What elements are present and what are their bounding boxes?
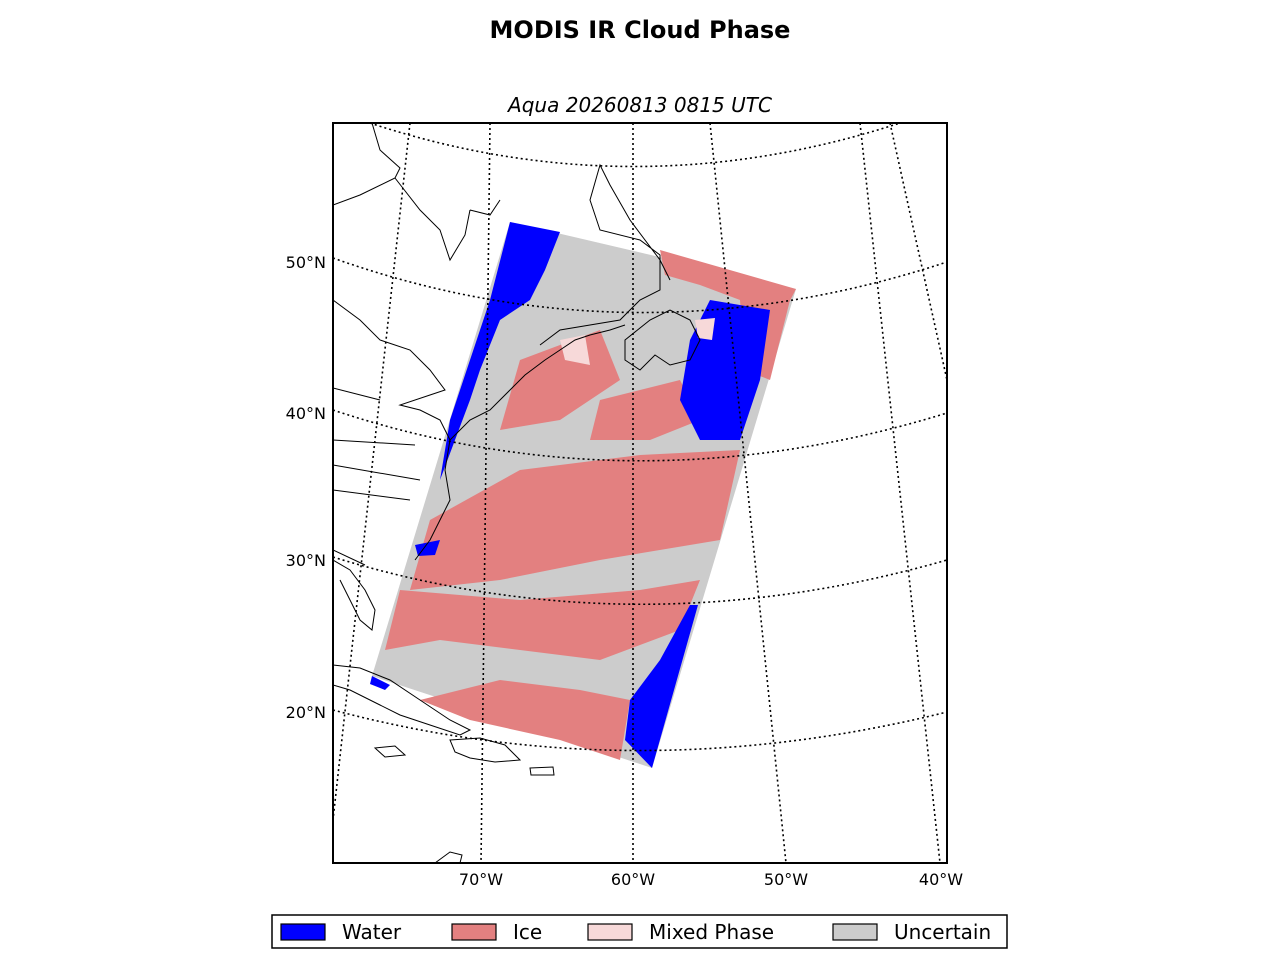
legend-label: Uncertain <box>894 920 991 944</box>
legend-swatch <box>280 923 326 941</box>
coastline <box>394 177 501 262</box>
hispaniola <box>449 737 522 763</box>
meridian <box>333 123 411 821</box>
legend-label: Mixed Phase <box>649 920 774 944</box>
coastline <box>333 559 376 631</box>
meridian <box>480 123 491 863</box>
swath-water <box>370 676 390 690</box>
legend-swatch <box>587 923 633 941</box>
swath-water <box>440 222 560 480</box>
coastline <box>333 123 401 206</box>
coastlines <box>333 123 701 863</box>
swath-ice <box>590 380 700 440</box>
map-frame <box>332 122 948 864</box>
legend: Water Ice Mixed Phase Uncertain <box>280 920 991 944</box>
graticule <box>333 123 947 863</box>
swath-mixed <box>695 318 715 340</box>
jamaica <box>373 745 407 758</box>
cuba <box>333 664 472 736</box>
swath-ice <box>385 580 700 660</box>
coastline <box>434 851 463 863</box>
latitude-label: 30°N <box>286 551 326 570</box>
swath-ice <box>500 330 620 430</box>
newfoundland <box>624 309 701 371</box>
legend-swatch <box>832 923 878 941</box>
latitude-label: 40°N <box>286 404 326 423</box>
coastline <box>333 299 451 561</box>
puerto-rico <box>529 766 555 776</box>
title: MODIS IR Cloud Phase <box>490 16 791 44</box>
swath-ice <box>420 680 630 760</box>
latitude-label: 50°N <box>286 253 326 272</box>
legend-label: Ice <box>513 920 542 944</box>
swath-water <box>625 605 698 768</box>
parallel <box>333 709 947 752</box>
meridian <box>709 123 787 863</box>
legend-swatch <box>451 923 497 941</box>
parallel <box>369 123 901 168</box>
subtitle: Aqua 20260813 0815 UTC <box>506 93 772 117</box>
swath-mixed <box>560 335 590 365</box>
legend-label: Water <box>342 920 402 944</box>
meridian <box>859 123 941 863</box>
legend-box <box>271 914 1008 949</box>
coastline <box>539 163 671 346</box>
longitude-label: 70°W <box>459 870 503 889</box>
meridian <box>889 123 947 381</box>
longitude-label: 60°W <box>611 870 655 889</box>
cloud-swath <box>370 222 796 768</box>
axis-labels: 50°N 40°N 30°N 20°N 70°W 60°W 50°W 40°W <box>286 253 964 889</box>
longitude-label: 40°W <box>919 870 963 889</box>
longitude-label: 50°W <box>764 870 808 889</box>
swath-ice <box>410 450 740 590</box>
coastline <box>449 324 626 441</box>
map-area <box>333 123 947 863</box>
latitude-label: 20°N <box>286 703 326 722</box>
